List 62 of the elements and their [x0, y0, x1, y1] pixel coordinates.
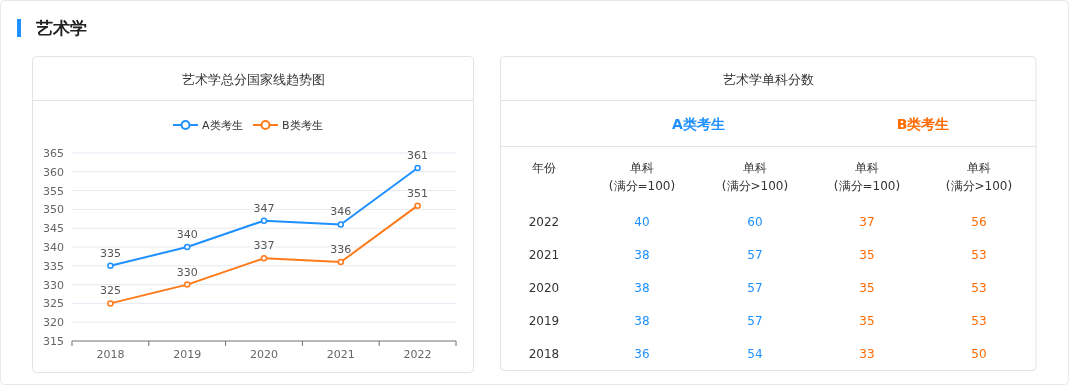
chart-title: 艺术学总分国家线趋势图	[181, 72, 325, 87]
y-tick-label: 330	[43, 278, 64, 292]
data-label: 36	[634, 347, 650, 361]
y-axis-title: 年份	[532, 161, 556, 175]
data-label: 57	[747, 314, 763, 328]
data-label: 57	[747, 248, 763, 262]
y-tick-label: 355	[43, 184, 64, 198]
y-tick-label: 320	[43, 316, 64, 330]
data-label: 33	[859, 347, 875, 361]
text: A类考生	[672, 116, 725, 132]
data-label: 337	[253, 239, 275, 253]
data-label: 56	[971, 215, 987, 229]
chart-title: 艺术学单科分数	[722, 72, 814, 87]
y-tick-label: 335	[43, 259, 64, 273]
data-label: 60	[747, 215, 763, 229]
data-label: 346	[330, 205, 352, 219]
text: 艺术学	[35, 18, 87, 38]
x-tick-label: 2018	[96, 348, 125, 361]
y-tick-label: 365	[43, 147, 64, 160]
data-label: 38	[634, 248, 650, 262]
y-tick-label: 340	[43, 241, 64, 254]
data-label: 37	[859, 215, 875, 229]
data-label: 336	[330, 243, 352, 257]
legend-label: B类考生	[282, 119, 323, 132]
x-tick-label: 单科 (满分=100)	[608, 161, 676, 193]
x-tick-label: 单科 (满分>100)	[721, 161, 789, 193]
x-tick-label: 2019	[173, 348, 202, 361]
data-label: 57	[747, 281, 763, 295]
y-tick-label: 2019	[528, 314, 560, 328]
x-tick-label: 2022	[403, 348, 432, 361]
data-label: 40	[634, 215, 650, 229]
data-label: 53	[971, 314, 987, 328]
data-label: 54	[747, 347, 763, 361]
y-tick-label: 350	[43, 203, 64, 217]
y-tick-label: 325	[43, 297, 64, 311]
data-label: 340	[176, 228, 198, 241]
y-tick-label: 2020	[528, 281, 560, 295]
data-label: 361	[407, 149, 429, 163]
y-tick-label: 2022	[528, 215, 560, 229]
y-tick-label: 360	[43, 165, 64, 179]
data-label: 35	[859, 281, 875, 295]
x-tick-label: 2020	[250, 348, 278, 361]
x-tick-label: 2021	[326, 348, 355, 361]
data-label: 347	[253, 201, 275, 215]
data-label: 53	[971, 281, 987, 295]
text: B类考生	[896, 116, 950, 132]
x-tick-label: 单科 (满分=100)	[833, 161, 901, 193]
data-label: 325	[99, 284, 121, 298]
data-label: 53	[971, 248, 987, 262]
y-tick-label: 315	[43, 335, 64, 348]
data-label: 38	[634, 314, 650, 328]
y-tick-label: 2021	[528, 248, 560, 262]
data-label: 50	[971, 347, 987, 361]
data-label: 335	[99, 246, 121, 260]
data-label: 35	[859, 314, 875, 328]
data-label: 38	[634, 281, 650, 295]
legend-label: A类考生	[202, 119, 243, 132]
data-label: 35	[859, 248, 875, 262]
data-label: 351	[407, 186, 429, 200]
data-label: 330	[176, 265, 198, 279]
x-tick-label: 单科 (满分>100)	[945, 161, 1013, 193]
y-tick-label: 345	[43, 222, 64, 236]
